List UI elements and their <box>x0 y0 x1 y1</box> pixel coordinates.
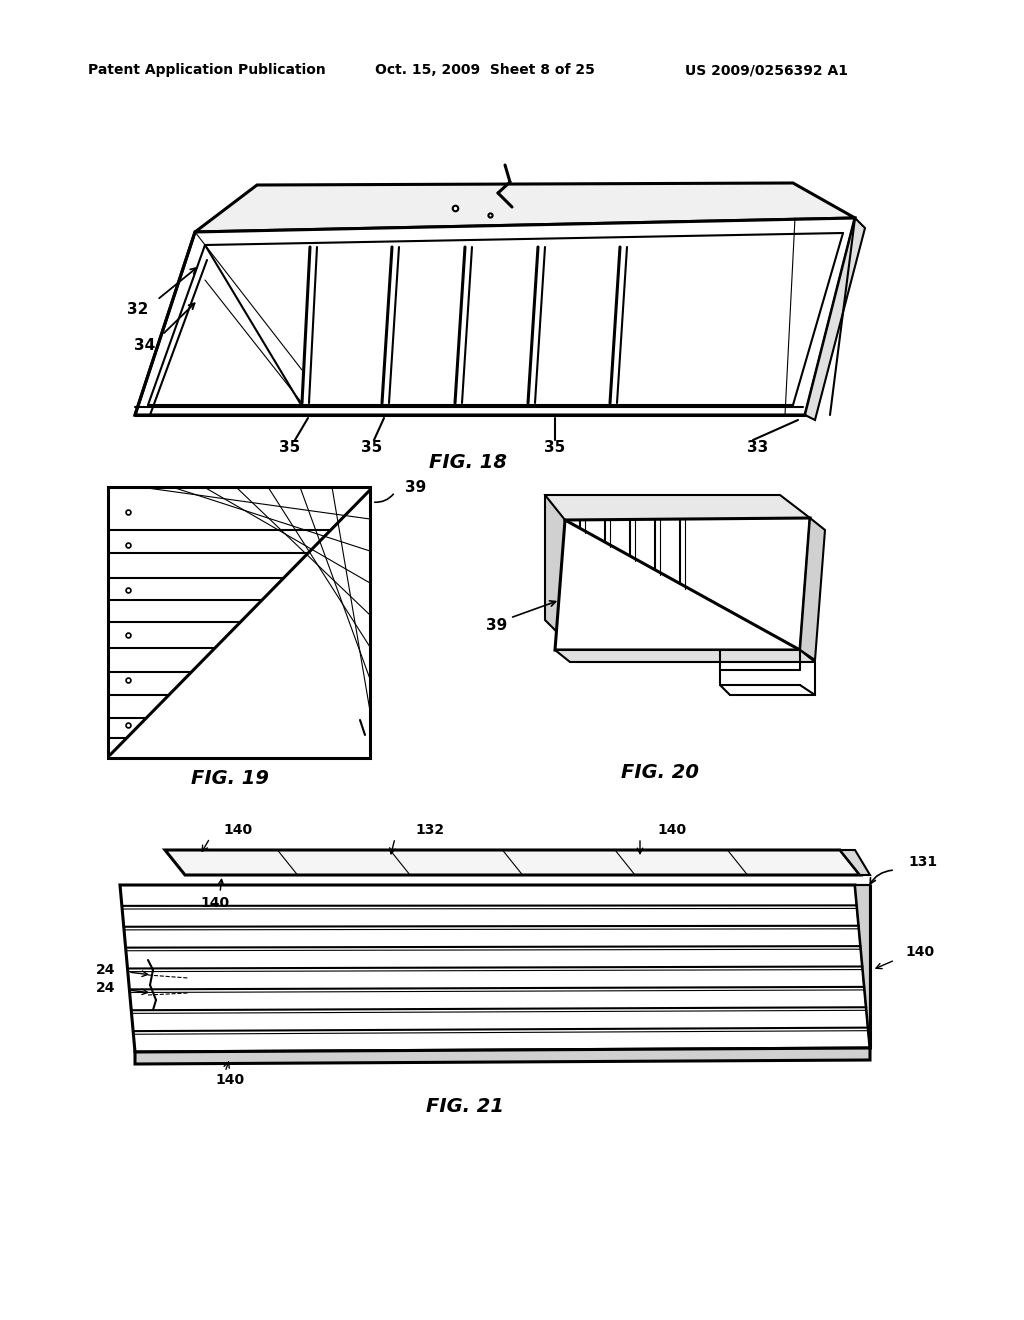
Polygon shape <box>555 517 810 649</box>
Polygon shape <box>195 183 855 232</box>
Text: 32: 32 <box>127 302 148 318</box>
Polygon shape <box>555 649 815 663</box>
Text: 35: 35 <box>545 440 565 454</box>
Text: US 2009/0256392 A1: US 2009/0256392 A1 <box>685 63 848 77</box>
Polygon shape <box>800 517 825 660</box>
Polygon shape <box>545 495 810 540</box>
Text: 33: 33 <box>748 440 769 454</box>
Text: 35: 35 <box>280 440 301 454</box>
Text: 24: 24 <box>95 964 115 977</box>
Text: 131: 131 <box>908 855 937 869</box>
Text: 140: 140 <box>905 945 934 960</box>
Text: 140: 140 <box>223 822 253 837</box>
Polygon shape <box>135 218 855 414</box>
Text: FIG. 20: FIG. 20 <box>621 763 699 783</box>
Polygon shape <box>120 884 870 1052</box>
Text: FIG. 19: FIG. 19 <box>191 768 269 788</box>
Polygon shape <box>135 1048 870 1064</box>
Polygon shape <box>805 218 865 420</box>
Polygon shape <box>840 850 870 875</box>
Text: 140: 140 <box>201 896 229 909</box>
Text: 39: 39 <box>406 480 426 495</box>
Text: 140: 140 <box>657 822 686 837</box>
Polygon shape <box>165 850 860 875</box>
Text: 35: 35 <box>361 440 383 454</box>
Text: 132: 132 <box>415 822 444 837</box>
Text: FIG. 21: FIG. 21 <box>426 1097 504 1117</box>
Text: 34: 34 <box>134 338 156 352</box>
Polygon shape <box>855 884 870 1048</box>
Text: 24: 24 <box>95 981 115 995</box>
Text: Patent Application Publication: Patent Application Publication <box>88 63 326 77</box>
Text: Oct. 15, 2009  Sheet 8 of 25: Oct. 15, 2009 Sheet 8 of 25 <box>375 63 595 77</box>
Text: 140: 140 <box>215 1073 245 1086</box>
Polygon shape <box>108 487 370 758</box>
Polygon shape <box>545 495 565 640</box>
Text: FIG. 18: FIG. 18 <box>429 453 507 471</box>
Text: 39: 39 <box>486 618 508 632</box>
